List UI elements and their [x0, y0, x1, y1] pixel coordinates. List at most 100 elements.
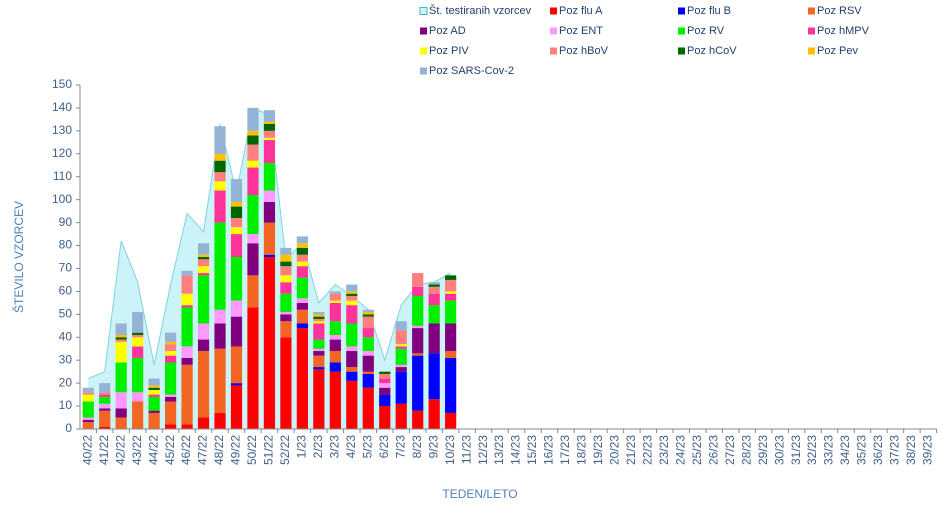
y-tick-label: 70: [59, 261, 73, 275]
bar-segment: [115, 362, 127, 393]
bar-segment: [412, 328, 424, 354]
bar-segment: [445, 293, 457, 301]
legend-label: Poz SARS-Cov-2: [429, 65, 514, 77]
bar-segment: [263, 190, 276, 202]
bar-segment: [115, 339, 127, 342]
bar-segment: [99, 383, 111, 393]
bar-segment: [82, 387, 94, 393]
bar-segment: [280, 314, 292, 322]
x-tick-label: 20/23: [608, 435, 622, 465]
x-tick-label: 18/23: [575, 435, 589, 465]
x-tick-label: 5/23: [360, 435, 374, 459]
x-tick-label: 6/23: [377, 435, 391, 459]
bar-segment: [346, 371, 358, 381]
bar-segment: [445, 291, 457, 294]
x-tick-label: 13/23: [492, 435, 506, 465]
x-tick-label: 34/23: [838, 435, 852, 465]
bar-segment: [197, 417, 210, 429]
bar-segment: [362, 316, 374, 329]
x-tick-label: 28/23: [739, 435, 753, 465]
bar-segment: [197, 339, 210, 352]
x-tick-label: 35/23: [855, 435, 869, 465]
bar-segment: [82, 417, 94, 420]
y-axis-title: ŠTEVILO VZORCEV: [11, 201, 26, 313]
bar-segment: [230, 346, 243, 384]
bar-segment: [296, 328, 308, 429]
legend-swatch: [808, 27, 815, 35]
bar-segment: [82, 401, 94, 418]
x-tick-label: 43/22: [130, 435, 144, 465]
x-tick-label: 23/23: [657, 435, 671, 465]
bar-segment: [214, 160, 226, 173]
legend-label: Poz AD: [429, 25, 466, 37]
bar-segment: [313, 316, 325, 319]
bar-segment: [263, 257, 276, 429]
bar-segment: [82, 392, 94, 395]
legend-swatch: [808, 7, 815, 15]
bar-segment: [296, 247, 308, 255]
x-tick-label: 2/23: [311, 435, 325, 459]
x-tick-label: 21/23: [624, 435, 638, 465]
bar-segment: [247, 243, 259, 276]
bar-segment: [313, 355, 325, 368]
bar-segment: [395, 367, 407, 372]
bar-segment: [395, 364, 407, 368]
bar-segment: [329, 291, 341, 294]
bar-segment: [115, 337, 127, 340]
x-tick-label: 7/23: [393, 435, 407, 459]
bar-segment: [181, 305, 193, 308]
x-tick-label: 50/22: [245, 435, 259, 465]
bar-segment: [181, 424, 193, 429]
bar-segment: [148, 390, 160, 395]
bar-segment: [362, 312, 374, 315]
bar-segment: [82, 419, 94, 423]
bar-segment: [230, 179, 243, 202]
bar-segment: [379, 394, 391, 407]
bar-segment: [395, 330, 407, 345]
bar-segment: [428, 293, 440, 306]
x-tick-label: 41/22: [97, 435, 111, 465]
bar-segment: [346, 284, 358, 292]
bar-segment: [428, 353, 440, 400]
bar-segment: [445, 300, 457, 324]
legend-swatch: [420, 47, 427, 55]
x-tick-label: 45/22: [163, 435, 177, 465]
bar-segment: [197, 351, 210, 418]
bar-segment: [132, 401, 144, 429]
bar-segment: [82, 422, 94, 429]
bar-segment: [329, 293, 341, 301]
bar-segment: [230, 385, 243, 429]
bar-segment: [230, 201, 243, 207]
x-tick-label: 40/22: [80, 435, 94, 465]
bar-segment: [148, 412, 160, 429]
bar-segment: [181, 275, 193, 294]
bar-segment: [148, 396, 160, 411]
bar-segment: [395, 371, 407, 404]
bar-segment: [230, 227, 243, 235]
bar-segment: [280, 247, 292, 255]
bar-segment: [362, 314, 374, 317]
bar-segment: [214, 222, 226, 310]
bar-segment: [247, 160, 259, 168]
bar-segment: [296, 266, 308, 278]
x-tick-label: 33/23: [822, 435, 836, 465]
bar-segment: [247, 195, 259, 235]
bar-segment: [296, 277, 308, 299]
bar-segment: [346, 367, 358, 372]
bar-segment: [148, 394, 160, 397]
bar-segment: [329, 371, 341, 429]
bar-segment: [329, 302, 341, 322]
bar-segment: [280, 261, 292, 267]
bar-segment: [214, 309, 226, 324]
legend-label: Poz flu A: [559, 5, 603, 17]
bar-segment: [280, 321, 292, 338]
x-tick-label: 27/23: [723, 435, 737, 465]
bar-segment: [346, 293, 358, 296]
bar-segment: [132, 357, 144, 393]
y-tick-label: 0: [65, 421, 72, 435]
x-tick-label: 46/22: [179, 435, 193, 465]
legend-label: Poz flu B: [687, 5, 731, 17]
bar-segment: [445, 412, 457, 429]
bar-segment: [313, 367, 325, 370]
